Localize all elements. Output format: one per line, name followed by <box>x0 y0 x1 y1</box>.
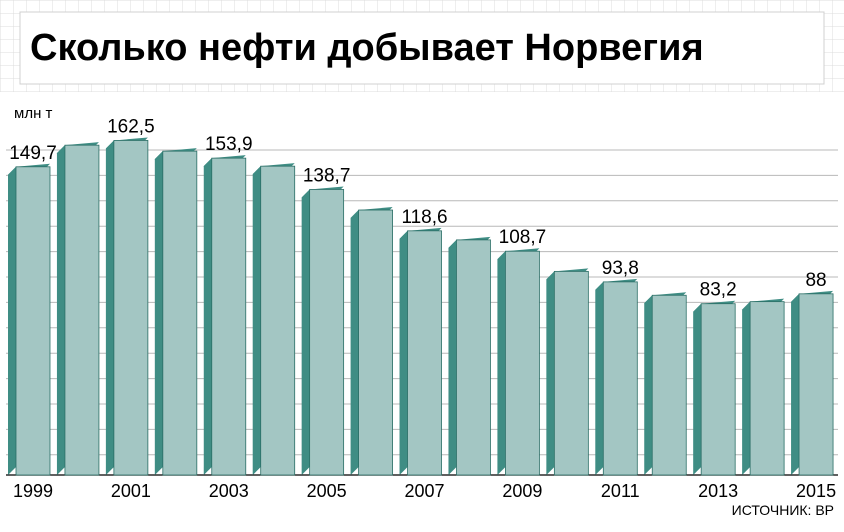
bar-face <box>798 293 834 476</box>
data-label: 138,7 <box>303 165 351 186</box>
bar <box>742 298 785 476</box>
unit-label: млн т <box>14 105 53 122</box>
bar <box>350 207 393 476</box>
bar-face <box>15 166 51 476</box>
x-tick-label: 1999 <box>13 481 53 501</box>
x-tick-labels: 1999 2001 2003 2005 2007 2009 2011 2013 2015 <box>13 481 836 501</box>
bar <box>203 155 247 476</box>
bar <box>595 278 638 476</box>
bar <box>8 163 51 476</box>
bar-face <box>162 150 198 476</box>
bar-side <box>791 293 800 475</box>
bar-side <box>252 166 261 476</box>
bar-face <box>456 239 491 476</box>
x-tick-label: 2003 <box>209 481 249 501</box>
bar-side <box>56 145 65 476</box>
data-label: 83,2 <box>700 280 737 301</box>
bar-side <box>105 140 114 476</box>
data-label: 162,5 <box>107 116 155 137</box>
x-tick-label: 2007 <box>405 481 445 501</box>
data-label: 93,8 <box>602 258 639 279</box>
data-label: 118,6 <box>401 207 447 228</box>
bar <box>497 248 540 476</box>
bar <box>448 236 491 476</box>
bar-side <box>546 271 555 475</box>
value-labels: 149,7 162,5 153,9 138,7 118,6 108,7 93,8 83,2 88 <box>9 116 826 300</box>
bar <box>301 186 345 476</box>
data-label: 149,7 <box>9 143 57 164</box>
bar-side <box>595 281 604 475</box>
bar <box>546 268 589 476</box>
bar-side <box>154 151 163 475</box>
bar <box>56 142 100 476</box>
bar <box>252 163 296 476</box>
bar <box>693 300 736 476</box>
bar-side <box>497 251 506 475</box>
bar-side <box>742 301 751 475</box>
bar-face <box>407 230 442 476</box>
source-note: ИСТОЧНИК: BP <box>732 502 834 518</box>
bar-face <box>309 189 345 476</box>
bar-face <box>505 250 540 476</box>
bar-face <box>64 144 100 476</box>
bar <box>105 137 149 476</box>
data-label: 108,7 <box>499 227 547 248</box>
bar <box>791 290 834 476</box>
bar <box>399 227 442 476</box>
bar-face <box>211 157 247 476</box>
data-label: 88 <box>805 270 826 291</box>
chart-title: Сколько нефти добывает Норвегия <box>30 27 704 69</box>
bar <box>154 148 198 476</box>
bar-side <box>350 210 359 475</box>
bar-side <box>399 230 408 475</box>
bar-face <box>700 303 736 476</box>
bar-face <box>553 270 589 476</box>
x-tick-label: 2001 <box>111 481 151 501</box>
bar <box>644 292 687 476</box>
bar-side <box>8 166 16 475</box>
x-tick-label: 2011 <box>601 481 640 501</box>
bar-side <box>693 303 702 475</box>
bar-face <box>749 301 785 476</box>
x-tick-label: 2013 <box>698 481 738 501</box>
bar-face <box>602 281 638 476</box>
bar-side <box>301 189 310 476</box>
data-label: 153,9 <box>205 134 253 155</box>
bar-side <box>644 295 653 475</box>
bar-face <box>358 209 393 476</box>
x-tick-label: 2009 <box>502 481 542 501</box>
x-tick-label: 2005 <box>307 481 347 501</box>
bar-side <box>203 158 212 475</box>
title-panel <box>19 11 825 85</box>
bar-face <box>651 294 687 476</box>
bar-face <box>113 140 149 476</box>
bar-side <box>448 239 457 475</box>
bar-face <box>260 165 296 476</box>
x-tick-label: 2015 <box>796 481 836 501</box>
bars <box>8 137 834 476</box>
